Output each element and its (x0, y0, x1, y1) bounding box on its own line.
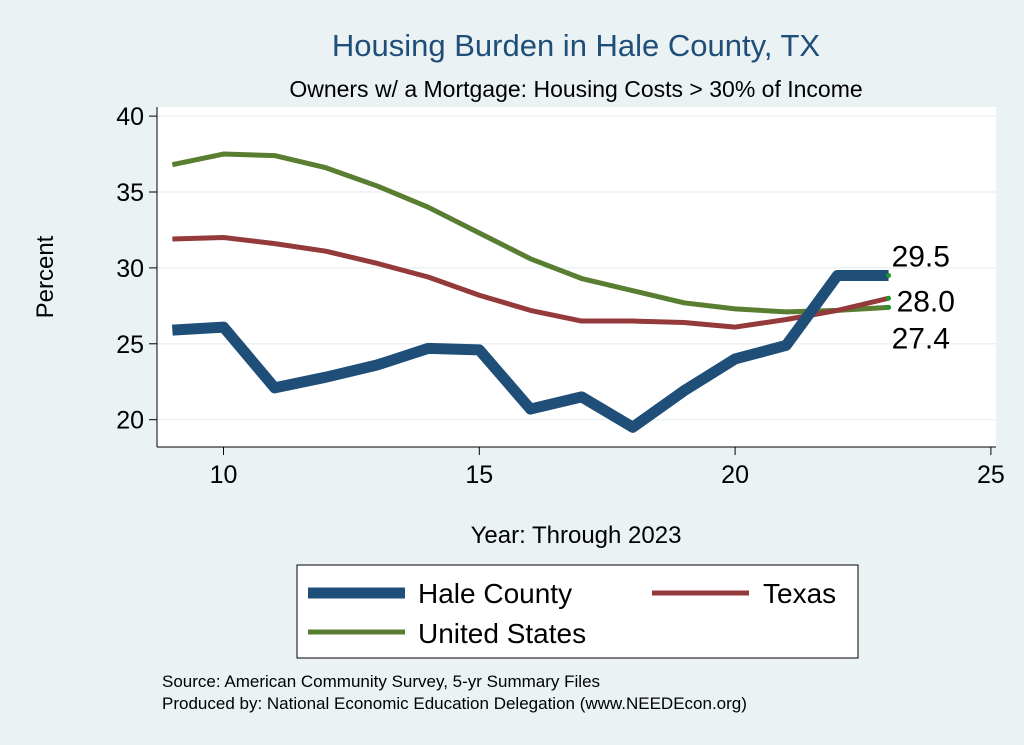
legend-label-united-states: United States (418, 618, 586, 649)
series-lines (171, 151, 890, 433)
end-label-hale-county: 29.5 (892, 240, 950, 273)
y-tick-label-25: 25 (116, 331, 144, 359)
series-line-hale-county (172, 269, 889, 433)
x-tick-label-10: 10 (210, 461, 238, 489)
x-tick-label-20: 20 (721, 461, 749, 489)
legend: Hale County Texas United States (296, 564, 859, 659)
y-tick-label-30: 30 (116, 255, 144, 283)
x-axis-ticks: 10 15 20 25 (210, 447, 1005, 489)
end-marker-hale-county (886, 272, 892, 278)
y-axis-title: Percent (32, 235, 59, 318)
series-line-united-states (171, 151, 889, 315)
end-marker-texas (886, 295, 892, 301)
gridlines (157, 115, 996, 421)
y-tick-label-35: 35 (116, 179, 144, 207)
legend-label-texas: Texas (763, 578, 836, 609)
y-tick-label-20: 20 (116, 407, 144, 435)
legend-box (296, 564, 859, 659)
end-label-united-states: 27.4 (892, 322, 950, 355)
source-line-1: Source: American Community Survey, 5-yr … (162, 672, 600, 691)
source-line-2: Produced by: National Economic Education… (162, 694, 747, 713)
end-label-texas: 28.0 (897, 285, 955, 318)
x-tick-label-15: 15 (465, 461, 493, 489)
x-axis-title: Year: Through 2023 (471, 522, 682, 549)
x-tick-label-25: 25 (977, 461, 1005, 489)
y-tick-label-40: 40 (116, 103, 144, 131)
end-labels: 29.5 28.0 27.4 (886, 240, 955, 355)
end-marker-united-states (886, 304, 892, 310)
legend-label-hale-county: Hale County (418, 578, 572, 609)
y-axis-ticks: 20 25 30 35 40 (116, 103, 157, 435)
chart-title: Housing Burden in Hale County, TX (332, 28, 821, 63)
chart-subtitle: Owners w/ a Mortgage: Housing Costs > 30… (289, 76, 862, 102)
series-line-texas (172, 235, 890, 330)
